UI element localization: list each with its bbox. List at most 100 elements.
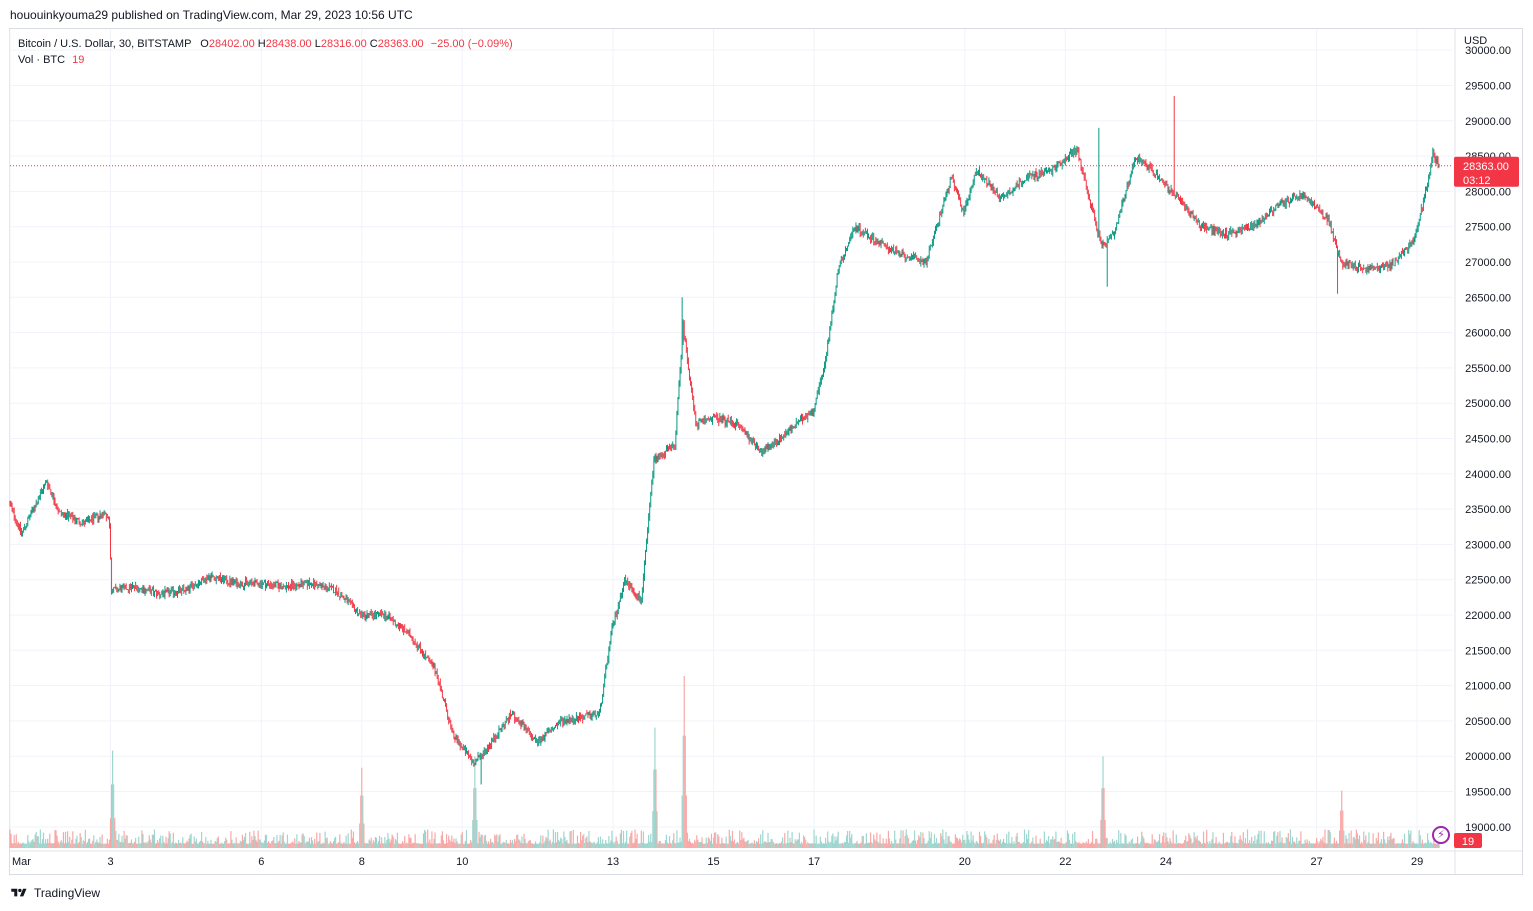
- volume-bar: [37, 836, 39, 848]
- volume-bar: [730, 840, 732, 848]
- legend-h-label: H: [257, 38, 266, 50]
- volume-bar: [539, 842, 541, 848]
- volume-bar: [459, 843, 461, 848]
- volume-bar: [152, 834, 155, 848]
- volume-bar: [200, 831, 203, 848]
- volume-bar: [481, 834, 483, 848]
- volume-bar: [360, 795, 362, 848]
- volume-bar: [1396, 843, 1398, 848]
- volume-bar: [1200, 843, 1203, 848]
- volume-bar: [1259, 843, 1261, 848]
- volume-bar: [1365, 835, 1367, 848]
- volume-bar: [1320, 838, 1322, 848]
- volume-bar: [1398, 843, 1400, 848]
- volume-bar: [681, 795, 683, 848]
- volume-bar: [946, 843, 948, 848]
- volume-bar: [818, 843, 820, 848]
- volume-bar: [1037, 843, 1039, 848]
- volume-bar: [417, 842, 419, 848]
- volume-bar: [650, 833, 652, 848]
- volume-bar: [938, 842, 940, 848]
- volume-bar: [611, 830, 613, 848]
- volume-bar: [541, 843, 543, 848]
- volume-bar: [696, 835, 698, 848]
- axes: USD 19000.00 19500.00 20000.00 20500.00 21000…: [10, 29, 1522, 874]
- volume-bar: [667, 843, 670, 848]
- volume-bar: [1154, 840, 1156, 848]
- volume-bar: [442, 840, 445, 848]
- volume-bar: [1084, 843, 1086, 848]
- volume-bar: [203, 843, 205, 848]
- volume-bar: [589, 841, 591, 848]
- volume-bar: [277, 842, 279, 848]
- volume-bar: [870, 832, 872, 848]
- volume-bar: [1277, 832, 1279, 848]
- volume-bar: [989, 843, 991, 848]
- volume-bar: [553, 843, 556, 848]
- volume-bar: [242, 839, 245, 848]
- volume-bar: [325, 838, 327, 848]
- volume-bar: [719, 843, 721, 848]
- volume-bar: [1014, 843, 1016, 848]
- volume-bar: [868, 842, 871, 848]
- volume-bar: [921, 843, 923, 848]
- volume-bar: [1395, 843, 1397, 848]
- volume-bar: [540, 835, 542, 848]
- volume-bar: [230, 831, 232, 848]
- lightning-icon[interactable]: ⚡: [1432, 826, 1450, 844]
- volume-bar: [1267, 842, 1270, 848]
- volume-bar: [267, 841, 270, 848]
- volume-bar: [1227, 841, 1229, 848]
- volume-bar: [590, 842, 592, 848]
- volume-bar: [41, 839, 44, 848]
- volume-bar: [665, 834, 668, 848]
- volume-bar: [279, 834, 281, 848]
- volume-bar: [1399, 843, 1401, 848]
- volume-bar: [829, 843, 831, 848]
- volume-bar: [47, 838, 49, 848]
- volume-bar: [1231, 831, 1233, 848]
- volume-bar: [698, 842, 700, 848]
- volume-bar: [465, 829, 468, 848]
- volume-bar: [1367, 842, 1369, 848]
- volume-bar: [954, 834, 957, 848]
- volume-bar: [1385, 843, 1387, 848]
- volume-bar: [942, 829, 944, 848]
- volume-bar: [582, 835, 584, 848]
- volume-bar: [24, 843, 26, 848]
- volume-bar: [479, 837, 481, 848]
- volume-bar: [301, 834, 303, 848]
- volume-bar: [596, 842, 598, 848]
- y-tick-label: 26000.00: [1465, 328, 1511, 340]
- volume-bar: [760, 834, 762, 848]
- volume-bar: [155, 843, 158, 848]
- volume-bar: [1094, 843, 1096, 848]
- volume-bar: [652, 811, 654, 848]
- volume-bar: [124, 838, 126, 848]
- volume-bar: [1101, 788, 1103, 848]
- volume-bar: [925, 843, 927, 848]
- y-tick-label: 24500.00: [1465, 434, 1511, 446]
- volume-bar: [333, 838, 336, 848]
- volume-bar: [1162, 835, 1164, 848]
- volume-bar: [1170, 841, 1172, 848]
- y-tick-label: 28000.00: [1465, 186, 1511, 198]
- volume-bar: [823, 843, 826, 848]
- volume-bar: [1130, 839, 1132, 848]
- volume-bar: [206, 843, 208, 848]
- volume-bar: [759, 843, 761, 848]
- volume-bar: [25, 843, 27, 848]
- volume-bar: [710, 833, 713, 848]
- volume-bar: [33, 841, 35, 848]
- volume-bar: [486, 843, 489, 848]
- volume-bar: [1185, 835, 1187, 848]
- volume-bar: [374, 837, 376, 848]
- volume-bar: [1151, 834, 1153, 848]
- volume-bar: [1076, 842, 1078, 848]
- volume-bar: [205, 836, 207, 848]
- volume-bar: [310, 837, 313, 848]
- volume-bar: [1223, 843, 1226, 848]
- volume-bar: [311, 840, 314, 848]
- y-tick-label: 24000.00: [1465, 469, 1511, 481]
